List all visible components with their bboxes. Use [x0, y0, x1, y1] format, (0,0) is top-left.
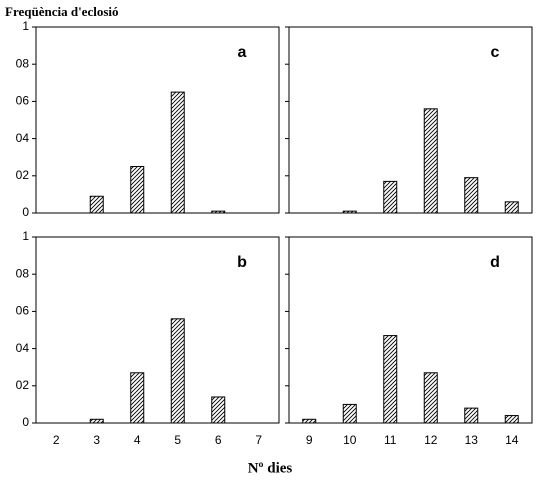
x-tick-label: 13: [465, 433, 479, 447]
panel-label: d: [490, 254, 500, 271]
y-tick-label: 04: [16, 131, 30, 145]
bar: [383, 180, 398, 214]
x-tick-label: 2: [53, 433, 60, 447]
bar: [504, 415, 519, 424]
panel-label: a: [238, 44, 247, 61]
x-tick-label: 14: [505, 433, 519, 447]
bar: [130, 166, 145, 214]
plot-frame: [35, 236, 280, 424]
y-tick-label: 06: [16, 304, 30, 318]
y-tick-label: 02: [16, 378, 30, 392]
bar: [342, 210, 357, 214]
x-tick-label: 6: [215, 433, 222, 447]
bar: [170, 318, 185, 424]
bar: [302, 418, 317, 424]
bar: [464, 407, 479, 424]
x-axis-label: Nº dies: [248, 460, 293, 476]
bar: [211, 210, 226, 214]
x-tick-label: 4: [134, 433, 141, 447]
bar: [211, 396, 226, 424]
bar: [464, 177, 479, 214]
y-tick-label: 08: [16, 266, 30, 280]
y-tick-label: 06: [16, 94, 30, 108]
y-tick-label: 0: [22, 415, 29, 429]
bar: [423, 108, 438, 214]
bar: [89, 195, 104, 214]
bar: [89, 418, 104, 424]
x-tick-label: 9: [306, 433, 313, 447]
plot-frame: [288, 236, 533, 424]
bar: [170, 91, 185, 214]
y-tick-label: 1: [22, 229, 29, 243]
panel-label: c: [491, 44, 500, 61]
x-tick-label: 7: [255, 433, 262, 447]
bar: [383, 335, 398, 424]
plot-frame: [288, 26, 533, 214]
x-tick-label: 5: [174, 433, 181, 447]
bar: [130, 372, 145, 424]
x-tick-label: 11: [384, 433, 397, 447]
y-tick-label: 0: [22, 205, 29, 219]
y-tick-label: 08: [16, 56, 30, 70]
y-axis-label: Freqüència d'eclosió: [5, 4, 119, 19]
bar: [423, 372, 438, 424]
x-tick-label: 3: [93, 433, 100, 447]
x-tick-label: 10: [343, 433, 357, 447]
y-tick-label: 02: [16, 168, 30, 182]
y-tick-label: 1: [22, 19, 29, 33]
y-tick-label: 04: [16, 341, 30, 355]
panel-label: b: [237, 254, 247, 271]
bar: [504, 201, 519, 214]
bar: [342, 403, 357, 424]
x-tick-label: 12: [424, 433, 438, 447]
plot-frame: [35, 26, 280, 214]
